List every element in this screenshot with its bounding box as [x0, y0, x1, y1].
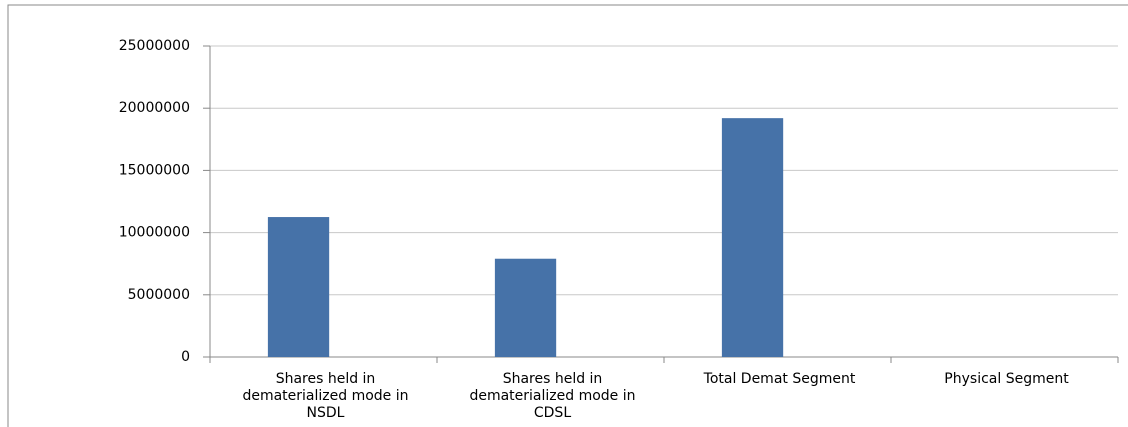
bar: [721, 118, 784, 357]
bar: [267, 217, 330, 357]
bar: [494, 258, 557, 357]
y-tick-label: 15000000: [119, 162, 190, 178]
x-tick-label: Shares held in dematerialized mode in CD…: [469, 371, 636, 421]
x-tick-label: Physical Segment: [944, 371, 1069, 387]
frame: [7, 4, 1128, 427]
x-tick-label: Total Demat Segment: [703, 371, 856, 387]
y-tick-label: 20000000: [119, 100, 190, 116]
y-tick-label: 5000000: [128, 287, 190, 303]
x-tick-label: Shares held in dematerialized mode in NS…: [242, 371, 409, 421]
y-tick-label: 0: [181, 349, 190, 365]
y-tick-label: 25000000: [119, 38, 190, 54]
y-tick-label: 10000000: [119, 225, 190, 241]
